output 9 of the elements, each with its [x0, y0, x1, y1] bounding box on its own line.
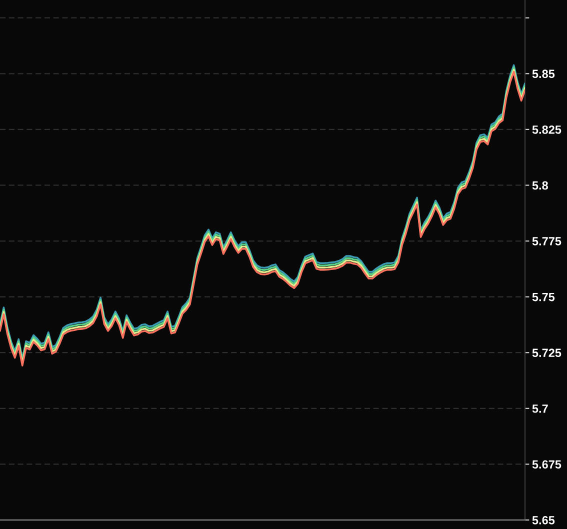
y-tick-label: 5.75 [532, 292, 555, 302]
y-tick-label: 5.85 [532, 70, 555, 78]
y-tick-label: 5.775 [532, 237, 562, 246]
y-tick-label: 5.7 [532, 404, 548, 413]
y-tick-label: 5.8 [532, 181, 548, 190]
y-tick-label: 5.725 [532, 348, 562, 358]
y-tick-label: 5.825 [532, 125, 562, 134]
y-tick-label: 5.65 [532, 516, 555, 524]
y-tick-label: 5.675 [532, 460, 562, 469]
